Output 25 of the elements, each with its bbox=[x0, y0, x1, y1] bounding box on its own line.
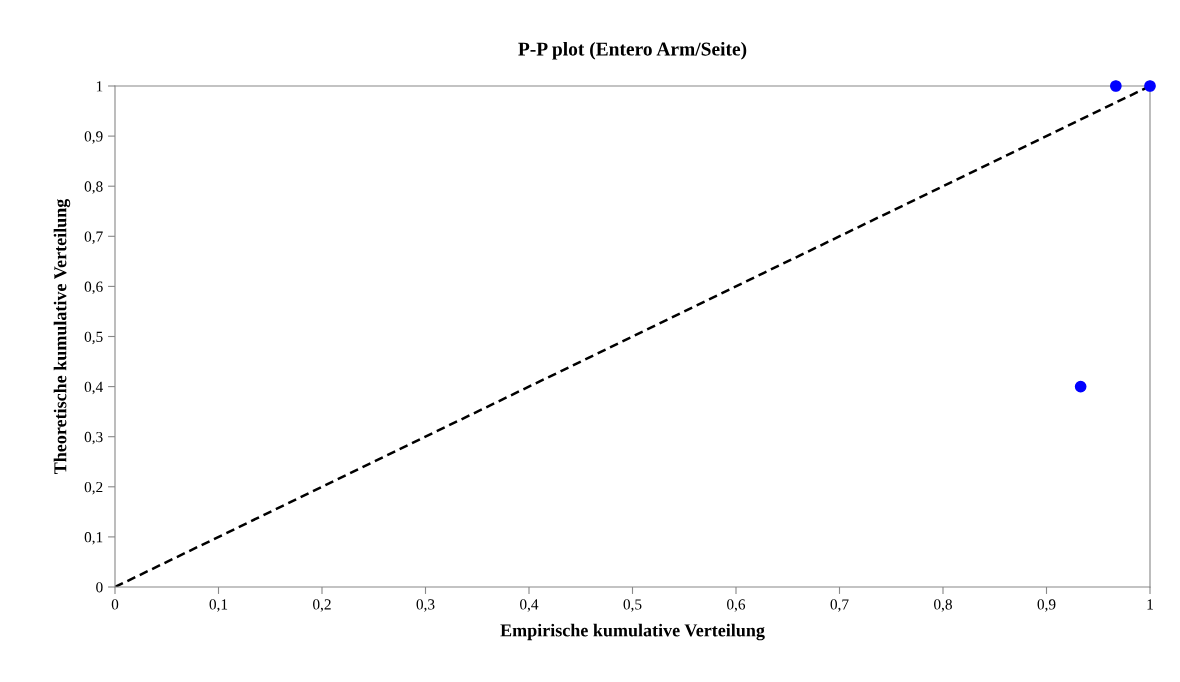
y-tick-label: 0,6 bbox=[84, 281, 103, 295]
x-tick-label: 0,1 bbox=[209, 599, 228, 612]
x-tick-label: 0 bbox=[111, 599, 119, 610]
x-tick-label: 0,4 bbox=[520, 599, 539, 612]
y-tick-label: 0,2 bbox=[84, 481, 103, 495]
y-tick-label: 1 bbox=[96, 81, 103, 92]
x-tick-label: 0,6 bbox=[727, 599, 746, 612]
x-tick-label: 0,9 bbox=[1037, 599, 1056, 612]
y-tick-label: 0,8 bbox=[84, 181, 103, 194]
y-tick-label: 0 bbox=[96, 582, 103, 593]
y-tick-label: 0,5 bbox=[84, 331, 103, 345]
y-tick-label: 0,4 bbox=[84, 381, 103, 395]
y-tick-label: 0,1 bbox=[84, 532, 103, 545]
x-tick-label: 0,5 bbox=[623, 599, 642, 612]
y-tick-label: 0,9 bbox=[84, 131, 103, 144]
y-tick-label: 0,7 bbox=[84, 231, 103, 244]
x-tick-label: 0,2 bbox=[313, 599, 331, 612]
y-axis-title: Theoretische kumulative Verteilung bbox=[53, 198, 71, 474]
chart-title: P-P plot (Entero Arm/Seite) bbox=[518, 41, 747, 60]
y-tick-label: 0,3 bbox=[84, 431, 103, 445]
x-tick-label: 0,7 bbox=[830, 599, 849, 612]
x-axis-title: Empirische kumulative Verteilung bbox=[500, 623, 765, 641]
x-tick-label: 0,3 bbox=[416, 599, 435, 612]
x-tick-label: 1 bbox=[1147, 599, 1153, 610]
x-tick-label: 0,8 bbox=[934, 599, 952, 612]
